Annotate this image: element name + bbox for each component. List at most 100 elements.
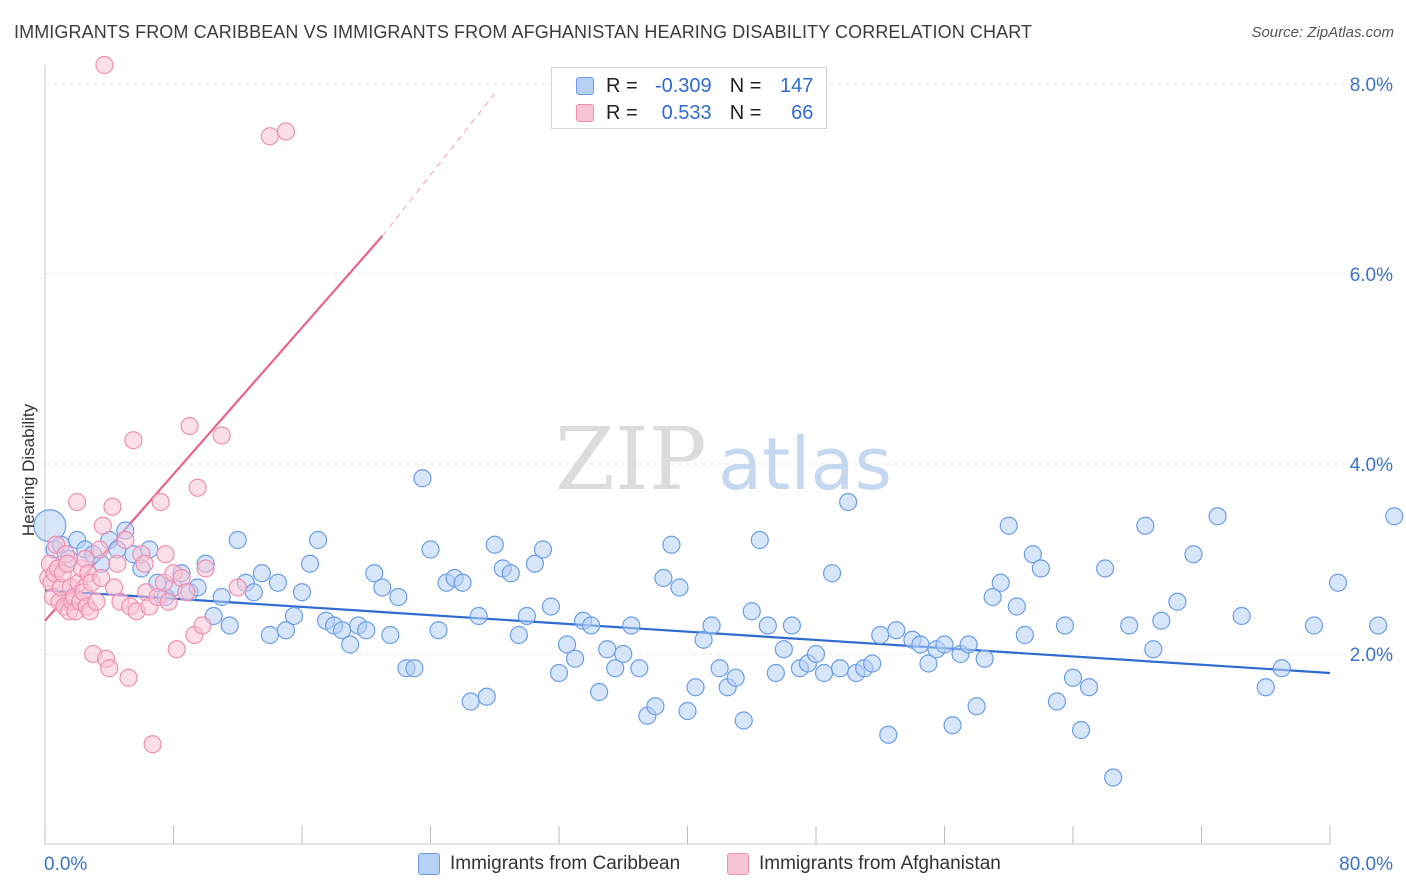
data-point xyxy=(95,55,114,75)
data-point xyxy=(429,621,448,640)
data-point xyxy=(565,649,585,668)
data-point xyxy=(212,587,231,607)
data-point xyxy=(541,597,561,616)
data-point xyxy=(292,583,312,602)
data-point xyxy=(646,697,665,716)
data-point xyxy=(774,640,793,659)
data-point xyxy=(100,659,119,678)
data-point xyxy=(135,554,154,573)
pink-swatch-icon xyxy=(576,104,594,122)
data-point xyxy=(220,616,239,635)
data-point xyxy=(1023,545,1042,564)
data-point xyxy=(1385,507,1404,526)
data-point xyxy=(670,578,689,597)
data-point xyxy=(766,663,785,683)
data-point xyxy=(742,602,761,621)
data-point xyxy=(1063,668,1083,687)
y-tick-label: 2.0% xyxy=(1350,645,1393,666)
data-point xyxy=(228,530,247,550)
data-point xyxy=(590,682,609,702)
data-point xyxy=(193,616,212,635)
data-point xyxy=(260,127,279,146)
data-point xyxy=(606,659,625,678)
data-point xyxy=(108,554,127,573)
y-tick-label: 6.0% xyxy=(1350,265,1393,286)
data-point xyxy=(1031,559,1050,578)
data-point xyxy=(1369,616,1388,635)
legend-n-label: N = xyxy=(729,74,762,97)
data-point xyxy=(1079,678,1099,697)
data-point xyxy=(381,625,400,645)
blue-swatch-icon xyxy=(418,853,440,875)
data-point xyxy=(863,654,882,673)
data-point xyxy=(196,559,215,578)
data-point xyxy=(509,625,528,645)
data-point xyxy=(276,621,296,640)
trend-line-caribbean xyxy=(44,589,1331,675)
data-point xyxy=(276,122,296,141)
data-point xyxy=(782,616,802,635)
data-point xyxy=(228,578,247,597)
data-point xyxy=(1232,606,1251,626)
legend-r-label: R = xyxy=(606,101,638,124)
data-point xyxy=(68,492,87,512)
watermark: ZIP atlas xyxy=(555,410,892,510)
data-point xyxy=(87,592,106,611)
blue-swatch-icon xyxy=(576,77,594,95)
data-point xyxy=(177,583,196,602)
data-point xyxy=(143,735,162,754)
series-afghanistan xyxy=(39,55,296,754)
data-point xyxy=(413,469,432,488)
data-point xyxy=(116,530,135,550)
data-point xyxy=(119,668,138,687)
data-point xyxy=(252,564,271,583)
data-point xyxy=(1144,640,1163,659)
data-point xyxy=(758,616,777,635)
data-point xyxy=(662,535,681,554)
data-point xyxy=(357,621,376,640)
data-point xyxy=(991,573,1010,592)
data-point xyxy=(1272,659,1291,678)
data-point xyxy=(734,711,753,730)
data-point xyxy=(935,635,954,654)
data-point xyxy=(1256,678,1275,697)
y-axis-label: Hearing Disability xyxy=(19,403,38,537)
data-point xyxy=(678,701,697,721)
data-point xyxy=(1304,616,1324,635)
data-point xyxy=(1208,507,1227,526)
y-axis-label-wrap: Hearing Disability xyxy=(14,300,44,640)
data-point xyxy=(212,426,231,445)
grid-lines xyxy=(45,83,1392,655)
data-point xyxy=(525,554,545,573)
data-point xyxy=(477,687,496,706)
x-tick-label: 0.0% xyxy=(44,854,87,875)
data-point xyxy=(93,516,112,535)
legend-r-label: R = xyxy=(606,74,638,97)
data-point xyxy=(1136,516,1155,535)
data-point xyxy=(1168,592,1187,611)
data-point xyxy=(389,587,408,607)
legend-n-label: N = xyxy=(729,101,762,124)
data-point xyxy=(839,492,858,512)
data-point xyxy=(654,568,673,588)
bottom-legend-label: Immigrants from Afghanistan xyxy=(759,853,1001,874)
data-point xyxy=(622,616,641,635)
data-point xyxy=(710,659,729,678)
bottom-legend-afghanistan: Immigrants from Afghanistan xyxy=(727,851,1001,877)
data-point xyxy=(461,692,480,711)
legend-n-value: 66 xyxy=(791,101,814,124)
data-point xyxy=(1152,611,1171,630)
data-point xyxy=(614,644,633,664)
data-point xyxy=(1096,559,1115,578)
data-point xyxy=(517,606,536,626)
data-point xyxy=(103,497,122,516)
data-point xyxy=(943,716,962,735)
data-point xyxy=(967,697,986,716)
data-point xyxy=(533,540,553,559)
data-point xyxy=(284,606,304,626)
data-point xyxy=(1015,625,1034,645)
data-point xyxy=(453,573,472,592)
data-point xyxy=(598,640,617,659)
data-point xyxy=(469,606,488,626)
watermark-atlas: atlas xyxy=(718,422,892,506)
